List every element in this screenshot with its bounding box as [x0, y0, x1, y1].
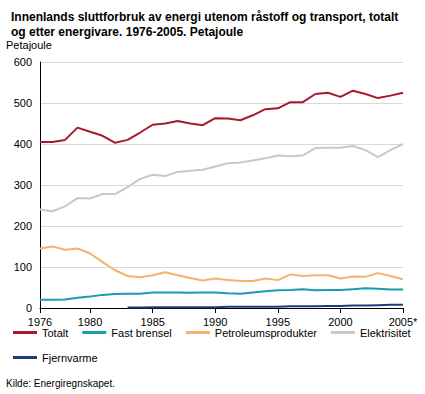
svg-text:Innenlands sluttforbruk av ene: Innenlands sluttforbruk av energi utenom… — [11, 10, 402, 24]
svg-text:100: 100 — [14, 261, 32, 273]
svg-text:600: 600 — [14, 56, 32, 68]
svg-text:Kilde: Energiregnskapet.: Kilde: Energiregnskapet. — [6, 378, 115, 389]
svg-text:2005*: 2005* — [388, 315, 418, 328]
svg-text:300: 300 — [14, 179, 32, 191]
svg-text:1980: 1980 — [78, 316, 102, 328]
svg-text:Fjernvarme: Fjernvarme — [42, 352, 98, 364]
svg-text:2000: 2000 — [328, 316, 352, 328]
svg-text:1985: 1985 — [140, 315, 165, 328]
svg-text:Totalt: Totalt — [42, 327, 68, 339]
svg-text:500: 500 — [14, 97, 32, 109]
svg-text:1995: 1995 — [265, 315, 291, 328]
svg-text:og etter energivare. 1976-2005: og etter energivare. 1976-2005. Petajoul… — [11, 25, 243, 39]
svg-text:Petajoule: Petajoule — [6, 39, 52, 51]
svg-text:1990: 1990 — [203, 315, 228, 328]
svg-text:Elektrisitet: Elektrisitet — [360, 327, 411, 339]
svg-text:Fast brensel: Fast brensel — [111, 327, 172, 339]
svg-text:400: 400 — [14, 138, 32, 150]
svg-text:1976: 1976 — [27, 315, 53, 328]
svg-text:0: 0 — [26, 302, 32, 314]
svg-text:Petroleumsprodukter: Petroleumsprodukter — [215, 327, 317, 339]
svg-text:200: 200 — [14, 220, 32, 232]
